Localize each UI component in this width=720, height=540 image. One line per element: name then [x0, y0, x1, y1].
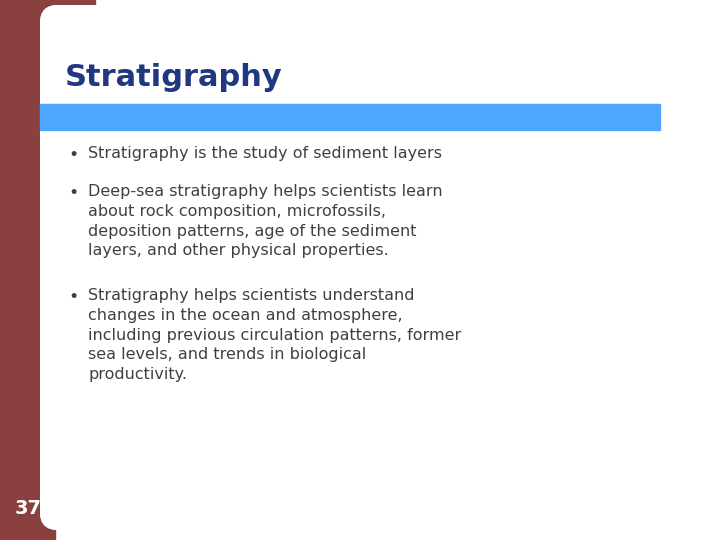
Text: Stratigraphy: Stratigraphy — [65, 63, 283, 92]
Text: •: • — [68, 184, 78, 202]
FancyBboxPatch shape — [40, 5, 715, 530]
Bar — [0, 0, 55, 540]
Text: Deep-sea stratigraphy helps scientists learn
about rock composition, microfossil: Deep-sea stratigraphy helps scientists l… — [88, 184, 443, 259]
Text: Stratigraphy is the study of sediment layers: Stratigraphy is the study of sediment la… — [88, 146, 442, 161]
FancyBboxPatch shape — [40, 5, 715, 530]
Text: •: • — [68, 146, 78, 164]
Bar — [0, 0, 95, 110]
Bar — [40, 104, 660, 130]
Text: 37: 37 — [14, 499, 42, 518]
Text: •: • — [68, 288, 78, 306]
Text: Stratigraphy helps scientists understand
changes in the ocean and atmosphere,
in: Stratigraphy helps scientists understand… — [88, 288, 462, 382]
